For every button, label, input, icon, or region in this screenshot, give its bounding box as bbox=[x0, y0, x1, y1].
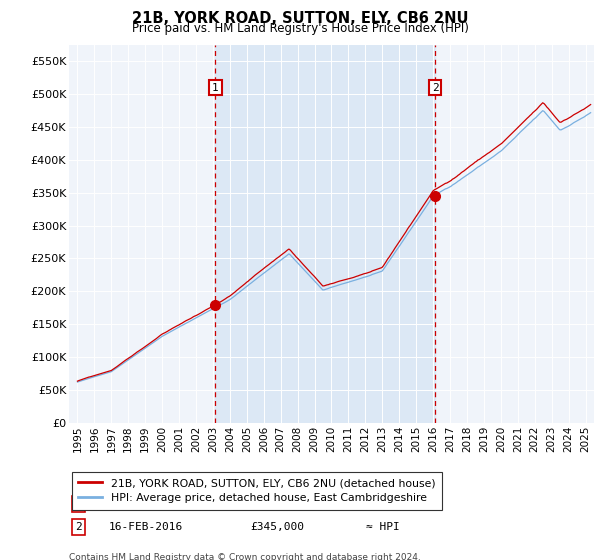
Text: Contains HM Land Registry data © Crown copyright and database right 2024.
This d: Contains HM Land Registry data © Crown c… bbox=[69, 553, 421, 560]
Text: 2: 2 bbox=[432, 82, 439, 92]
Text: ≈ HPI: ≈ HPI bbox=[365, 522, 400, 532]
Text: £345,000: £345,000 bbox=[250, 522, 304, 532]
Text: 2: 2 bbox=[75, 522, 82, 532]
Bar bbox=[215, 45, 435, 423]
Text: 28-FEB-2003: 28-FEB-2003 bbox=[109, 499, 182, 509]
Text: 21B, YORK ROAD, SUTTON, ELY, CB6 2NU: 21B, YORK ROAD, SUTTON, ELY, CB6 2NU bbox=[132, 11, 468, 26]
Text: 1: 1 bbox=[212, 82, 219, 92]
Text: Price paid vs. HM Land Registry's House Price Index (HPI): Price paid vs. HM Land Registry's House … bbox=[131, 22, 469, 35]
Text: 1: 1 bbox=[75, 499, 82, 509]
Text: £179,500: £179,500 bbox=[250, 499, 304, 509]
Text: 16-FEB-2016: 16-FEB-2016 bbox=[109, 522, 182, 532]
Text: 1% ↓ HPI: 1% ↓ HPI bbox=[365, 499, 419, 509]
Legend: 21B, YORK ROAD, SUTTON, ELY, CB6 2NU (detached house), HPI: Average price, detac: 21B, YORK ROAD, SUTTON, ELY, CB6 2NU (de… bbox=[72, 472, 442, 510]
